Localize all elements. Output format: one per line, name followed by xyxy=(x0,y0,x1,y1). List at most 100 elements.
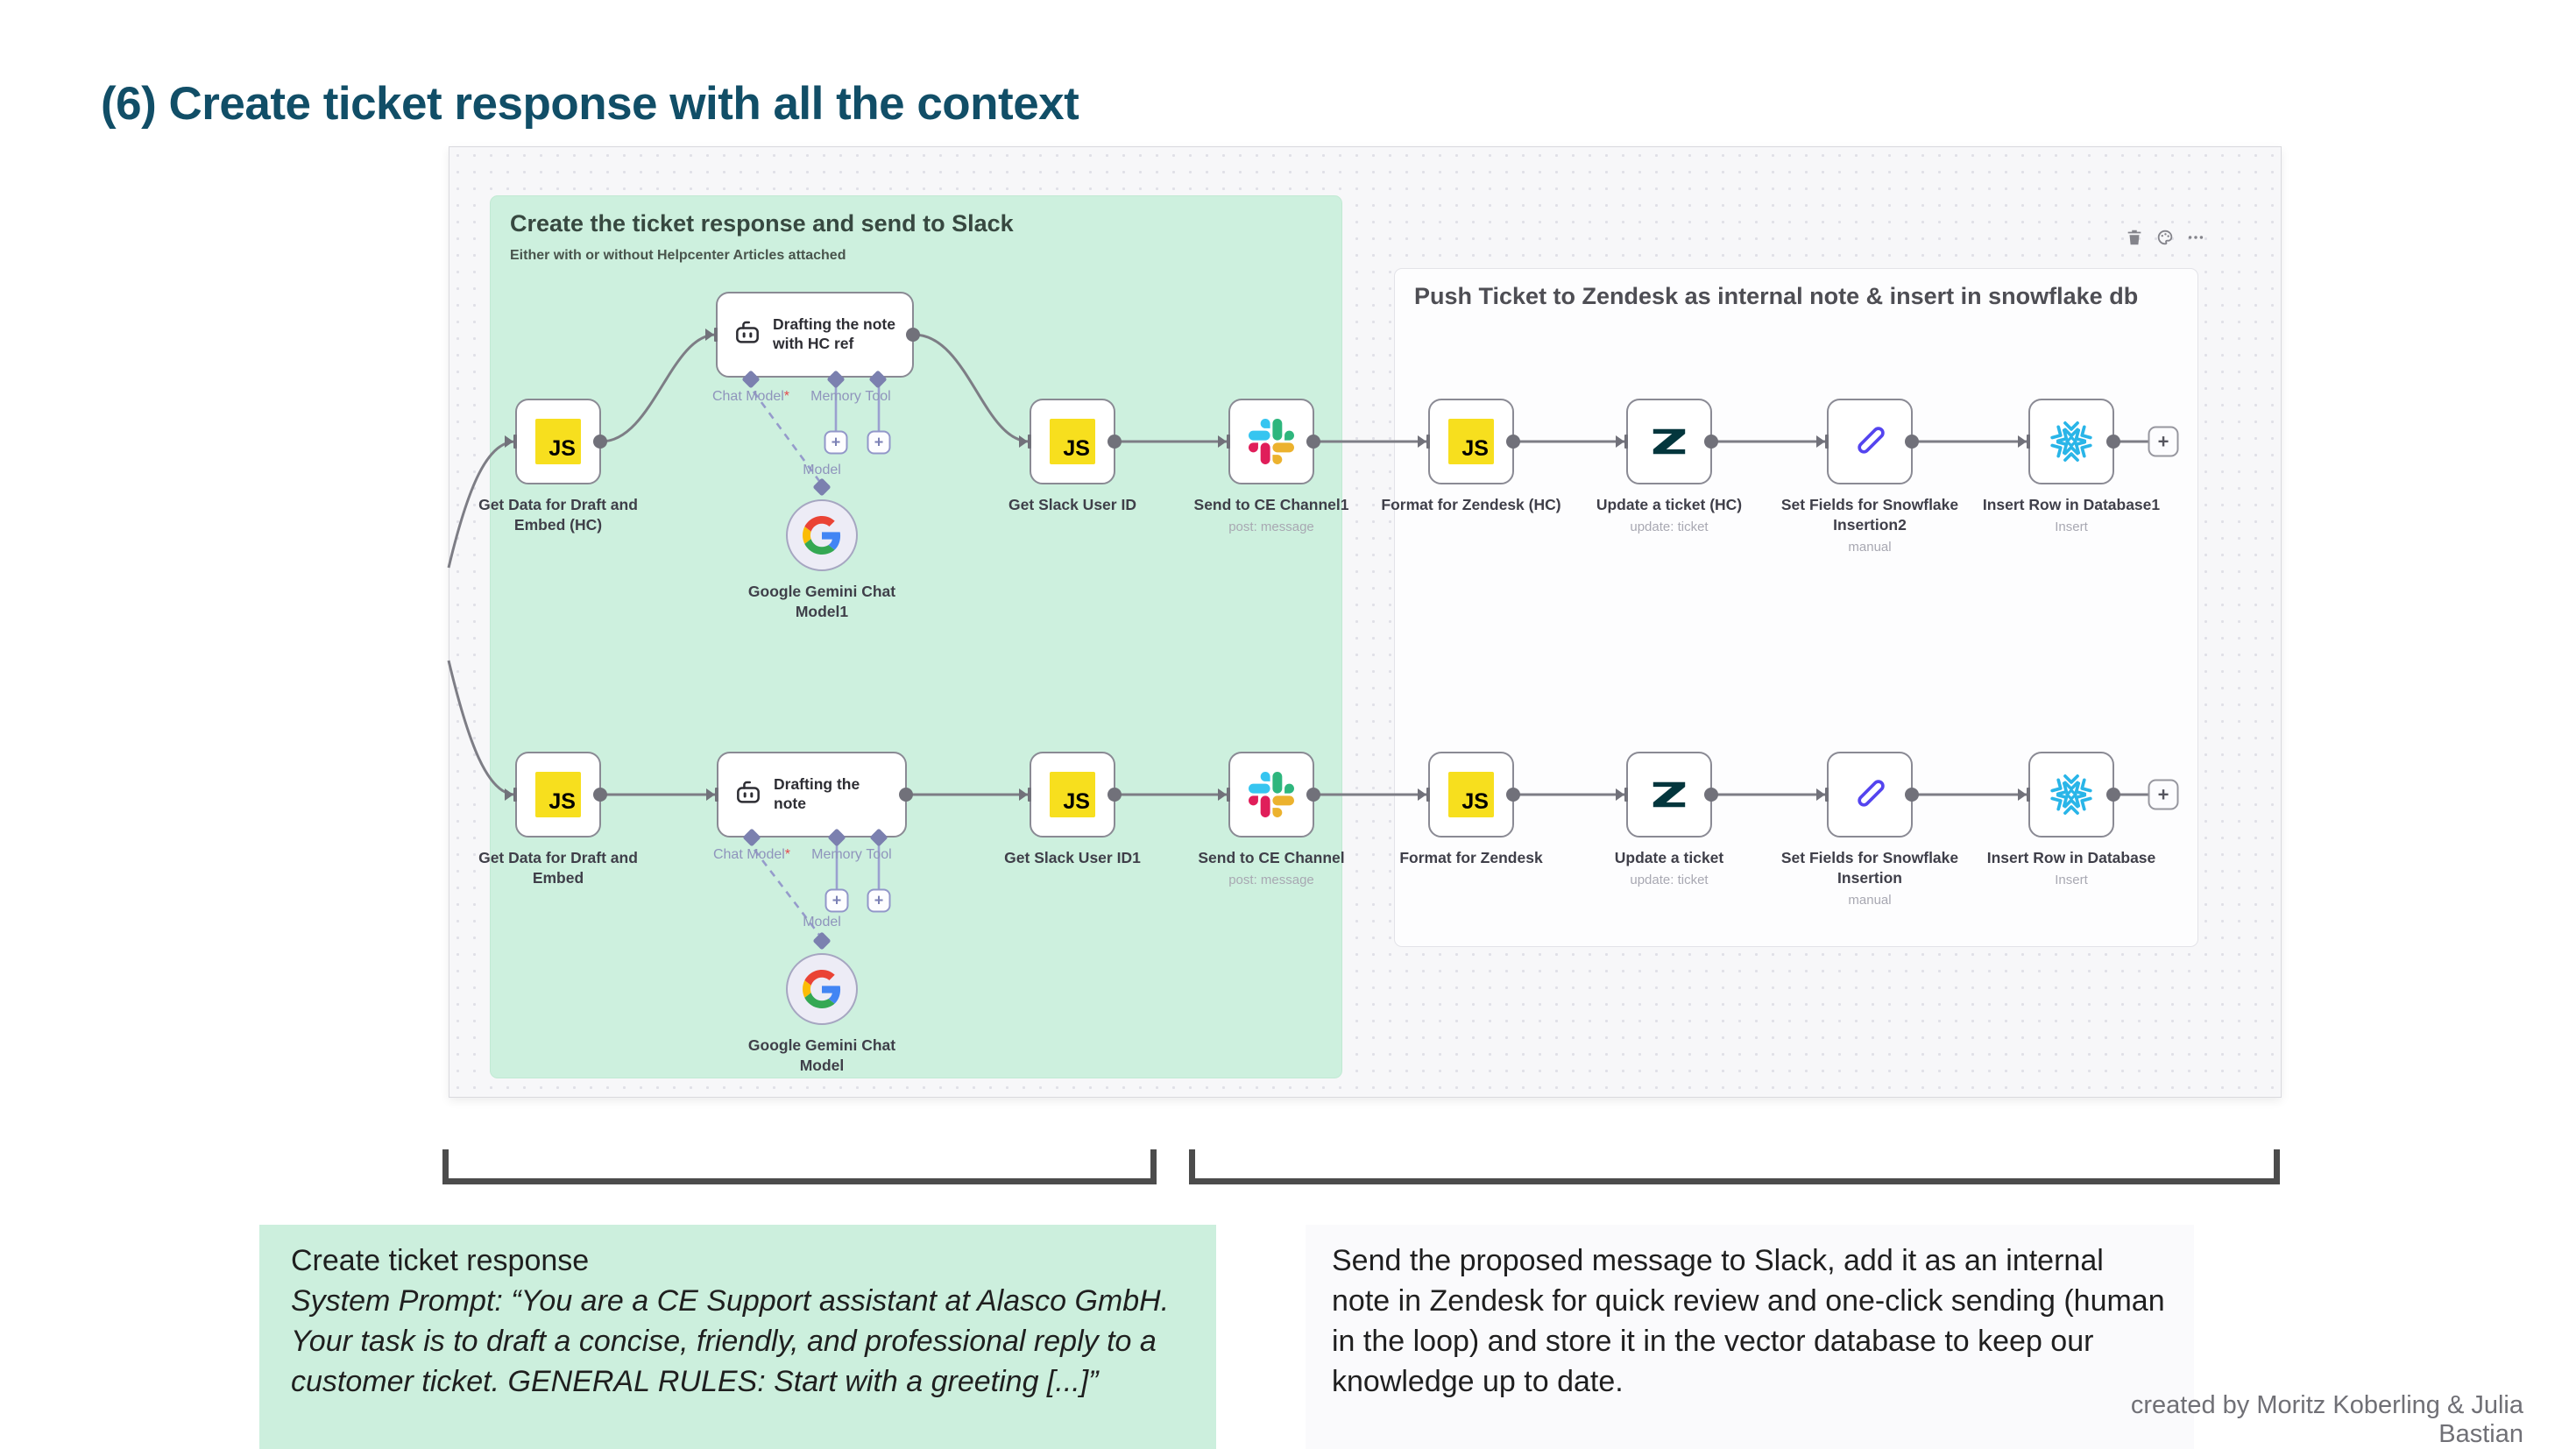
input-port[interactable] xyxy=(1019,788,1031,802)
port-label: Model xyxy=(803,463,841,477)
port-label: Chat Model* xyxy=(712,847,791,862)
robot-icon xyxy=(736,321,759,343)
robot-icon xyxy=(737,781,760,803)
workflow-canvas[interactable]: Create the ticket response and send to S… xyxy=(449,146,2282,1098)
ellipsis-icon[interactable] xyxy=(2186,228,2205,247)
output-port[interactable] xyxy=(593,435,607,449)
slack-node[interactable] xyxy=(1218,399,1320,484)
zendesk-node[interactable] xyxy=(1616,752,1718,838)
bracket-left xyxy=(442,1149,1157,1184)
add-subnode-button[interactable]: + xyxy=(824,430,848,455)
editfields-node[interactable] xyxy=(1816,752,1919,838)
palette-icon[interactable] xyxy=(2155,228,2175,247)
sticky-subtitle: Either with or without Helpcenter Articl… xyxy=(510,248,846,263)
node-label: Get Data for Draft and Embed xyxy=(478,849,638,887)
input-port[interactable] xyxy=(706,788,718,802)
output-port[interactable] xyxy=(1506,435,1520,449)
output-port[interactable] xyxy=(1905,435,1919,449)
input-port[interactable] xyxy=(1019,435,1031,449)
output-port[interactable] xyxy=(1306,788,1320,802)
node-label: Google Gemini Chat Model1 xyxy=(747,583,896,620)
google-gemini-icon xyxy=(803,516,841,555)
credits: created by Moritz Koberling & Julia Bast… xyxy=(2130,1391,2523,1448)
snowflake-node[interactable] xyxy=(2018,752,2120,838)
output-port[interactable] xyxy=(2106,435,2120,449)
node-label: Format for Zendesk xyxy=(1399,849,1543,866)
port-label: Model xyxy=(803,915,841,929)
bracket-right xyxy=(1189,1149,2280,1184)
port-label: Memory xyxy=(811,847,862,862)
slack-node[interactable] xyxy=(1218,752,1320,838)
agent-node[interactable]: Drafting the note with HC ref xyxy=(705,292,920,378)
port-label: Memory xyxy=(810,389,861,404)
input-port[interactable] xyxy=(2018,788,2030,802)
node-label: Google Gemini Chat Model xyxy=(747,1036,896,1074)
input-port[interactable] xyxy=(505,788,517,802)
node-label: Get Slack User ID xyxy=(1008,496,1136,513)
js-node[interactable]: JS xyxy=(1418,399,1520,484)
annotation-text: Send the proposed message to Slack, add … xyxy=(1332,1244,2165,1398)
input-port[interactable] xyxy=(2018,435,2030,449)
required-asterisk: * xyxy=(783,389,790,404)
input-port[interactable] xyxy=(1816,788,1829,802)
node-label: Send to CE Channel1 post: message xyxy=(1179,495,1363,535)
gemini-model-node[interactable] xyxy=(786,953,858,1025)
node-label: Set Fields for Snowflake Insertion2 manua… xyxy=(1778,495,1962,555)
agent-node[interactable]: Drafting the note xyxy=(706,752,913,838)
editfields-node[interactable] xyxy=(1816,399,1919,484)
output-port[interactable] xyxy=(1306,435,1320,449)
add-node-button[interactable]: + xyxy=(2148,426,2179,457)
js-node[interactable]: JS xyxy=(1019,399,1122,484)
slack-icon xyxy=(1249,772,1294,817)
javascript-icon: JS xyxy=(1050,772,1095,817)
node-sublabel: Insert xyxy=(2055,872,2088,887)
output-port[interactable] xyxy=(1108,788,1122,802)
output-port[interactable] xyxy=(1905,788,1919,802)
node-label: Get Slack User ID1 xyxy=(1004,849,1141,866)
output-port[interactable] xyxy=(899,788,913,802)
input-port[interactable] xyxy=(1218,788,1230,802)
zendesk-node[interactable] xyxy=(1616,399,1718,484)
gemini-model-node[interactable] xyxy=(786,499,858,571)
javascript-icon: JS xyxy=(535,419,581,464)
node-title: Drafting the note xyxy=(774,775,860,812)
sticky-note-push-zendesk[interactable]: Push Ticket to Zendesk as internal note … xyxy=(1394,268,2198,947)
snowflake-node[interactable] xyxy=(2018,399,2120,484)
trash-icon[interactable] xyxy=(2125,228,2144,247)
output-port[interactable] xyxy=(1506,788,1520,802)
input-port[interactable] xyxy=(1418,788,1430,802)
page-title: (6) Create ticket response with all the … xyxy=(101,78,1079,130)
input-port[interactable] xyxy=(1616,435,1628,449)
output-port[interactable] xyxy=(593,788,607,802)
input-port[interactable] xyxy=(705,328,718,342)
add-subnode-button[interactable]: + xyxy=(867,888,891,913)
node-sublabel: post: message xyxy=(1228,519,1314,534)
js-node[interactable]: JS xyxy=(1418,752,1520,838)
output-port[interactable] xyxy=(1704,435,1718,449)
node-label: Set Fields for Snowflake Insertion manual xyxy=(1778,848,1962,908)
js-node[interactable]: JS xyxy=(1019,752,1122,838)
node-label: Insert Row in Database Insert xyxy=(1979,848,2163,888)
node-sublabel: update: ticket xyxy=(1630,872,1709,887)
input-port[interactable] xyxy=(1418,435,1430,449)
add-subnode-button[interactable]: + xyxy=(867,430,891,455)
input-port[interactable] xyxy=(1218,435,1230,449)
output-port[interactable] xyxy=(2106,788,2120,802)
output-port[interactable] xyxy=(1704,788,1718,802)
snowflake-icon xyxy=(2050,421,2092,462)
input-port[interactable] xyxy=(505,435,517,449)
annotation-create-response: Create ticket response System Prompt: “Y… xyxy=(259,1225,1216,1449)
sticky-title: Push Ticket to Zendesk as internal note … xyxy=(1414,283,2139,309)
js-node[interactable]: JS xyxy=(505,399,607,484)
add-subnode-button[interactable]: + xyxy=(824,888,849,913)
js-node[interactable]: JS xyxy=(505,752,607,838)
output-port[interactable] xyxy=(906,328,920,342)
input-port[interactable] xyxy=(1616,788,1628,802)
input-port[interactable] xyxy=(1816,435,1829,449)
output-port[interactable] xyxy=(1108,435,1122,449)
node-sublabel: manual xyxy=(1848,539,1892,555)
node-label: Send to CE Channel post: message xyxy=(1179,848,1363,888)
zendesk-icon xyxy=(1652,781,1686,808)
add-node-button[interactable]: + xyxy=(2148,779,2179,810)
